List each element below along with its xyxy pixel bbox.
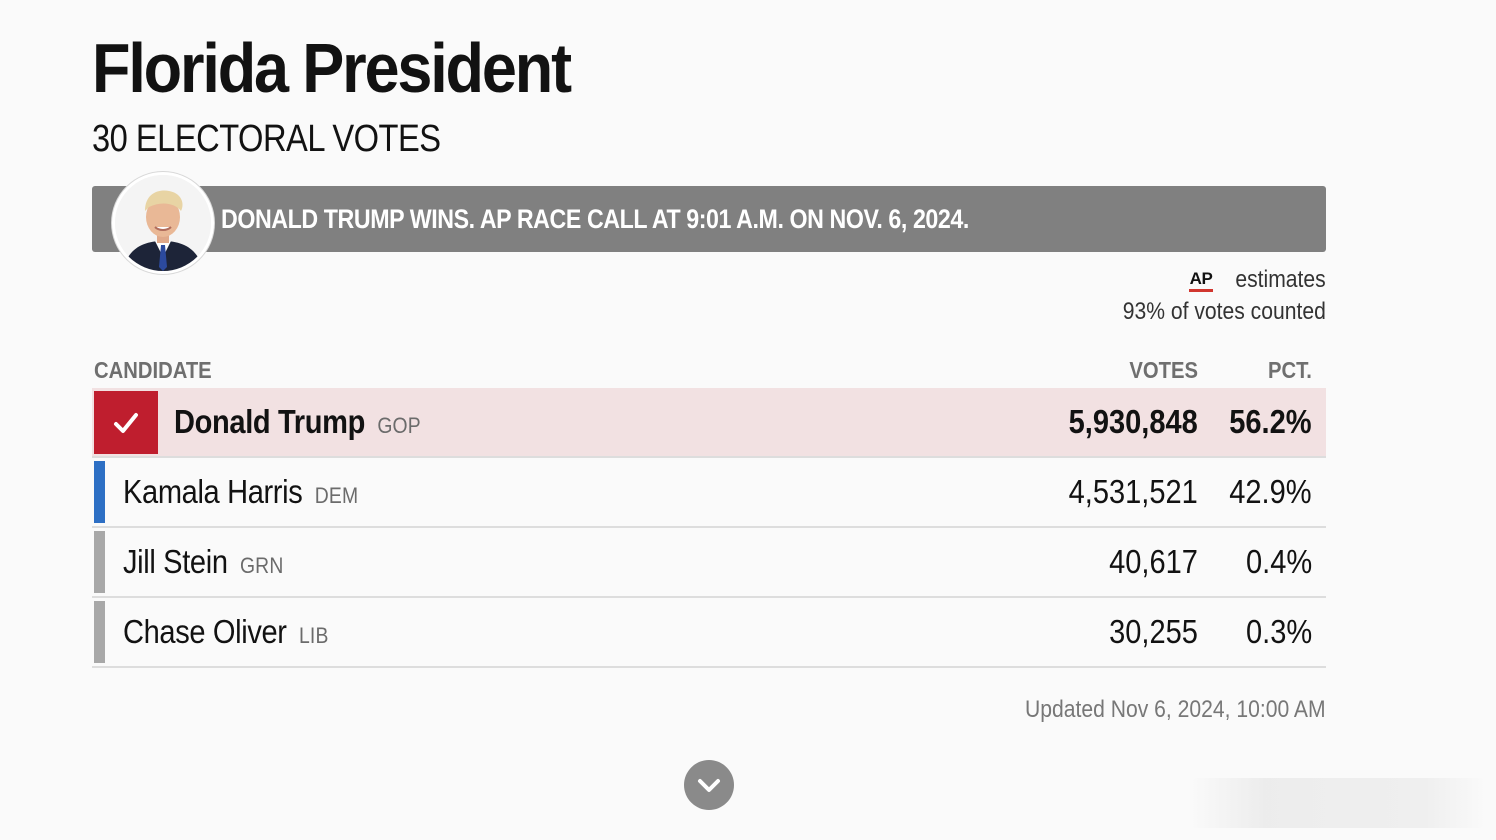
chevron-down-icon xyxy=(698,779,720,792)
race-call-text: DONALD TRUMP WINS. AP RACE CALL AT 9:01 … xyxy=(221,204,969,234)
party-color-bar xyxy=(94,531,105,593)
vote-percentage: 0.3% xyxy=(1245,613,1312,650)
winner-avatar xyxy=(112,172,214,274)
updated-timestamp: Updated Nov 6, 2024, 10:00 AM xyxy=(1025,696,1326,723)
vote-count: 30,255 xyxy=(1109,613,1198,650)
ap-logo: AP xyxy=(1188,270,1214,292)
candidate-name: Kamala Harris DEM xyxy=(123,458,358,530)
party-label: GRN xyxy=(239,553,284,578)
candidate-name-text: Donald Trump xyxy=(174,403,366,440)
party-label: GOP xyxy=(377,413,421,438)
vote-count: 5,930,848 xyxy=(1068,403,1198,440)
checkmark-icon xyxy=(114,413,138,433)
winner-check-badge xyxy=(94,391,158,454)
table-row: Donald Trump GOP 5,930,848 56.2% xyxy=(92,388,1326,458)
vote-percentage: 56.2% xyxy=(1229,403,1312,440)
candidate-photo-icon xyxy=(115,175,211,271)
column-header-candidate: CANDIDATE xyxy=(94,357,212,383)
party-color-bar xyxy=(94,601,105,663)
table-row: Jill Stein GRN 40,617 0.4% xyxy=(92,528,1326,598)
candidate-name-text: Chase Oliver xyxy=(123,613,287,650)
table-row: Kamala Harris DEM 4,531,521 42.9% xyxy=(92,458,1326,528)
estimates-label: estimates xyxy=(1235,266,1326,293)
candidate-name: Jill Stein GRN xyxy=(123,528,284,600)
candidate-name-text: Jill Stein xyxy=(123,543,228,580)
page-title: Florida President xyxy=(92,29,572,107)
candidate-name-text: Kamala Harris xyxy=(123,473,303,510)
votes-counted: 93% of votes counted xyxy=(1122,298,1326,325)
column-header-pct: PCT. xyxy=(1268,357,1312,383)
screen-glare xyxy=(1190,778,1486,828)
vote-count: 4,531,521 xyxy=(1068,473,1198,510)
vote-percentage: 0.4% xyxy=(1245,543,1312,580)
party-color-bar xyxy=(94,461,105,523)
party-label: LIB xyxy=(298,623,329,648)
results-table-header: CANDIDATE VOTES PCT. xyxy=(92,352,1326,390)
candidate-name: Chase Oliver LIB xyxy=(123,598,329,670)
expand-results-button[interactable] xyxy=(684,760,734,810)
electoral-votes-subtitle: 30 ELECTORAL VOTES xyxy=(92,118,441,160)
vote-count: 40,617 xyxy=(1109,543,1198,580)
column-header-votes: VOTES xyxy=(1129,357,1198,383)
estimates-panel: AP estimates 93% of votes counted xyxy=(1095,264,1326,328)
vote-percentage: 42.9% xyxy=(1229,473,1312,510)
candidate-name: Donald Trump GOP xyxy=(174,388,421,460)
race-call-banner: DONALD TRUMP WINS. AP RACE CALL AT 9:01 … xyxy=(92,186,1326,252)
party-label: DEM xyxy=(314,483,359,508)
table-row: Chase Oliver LIB 30,255 0.3% xyxy=(92,598,1326,668)
